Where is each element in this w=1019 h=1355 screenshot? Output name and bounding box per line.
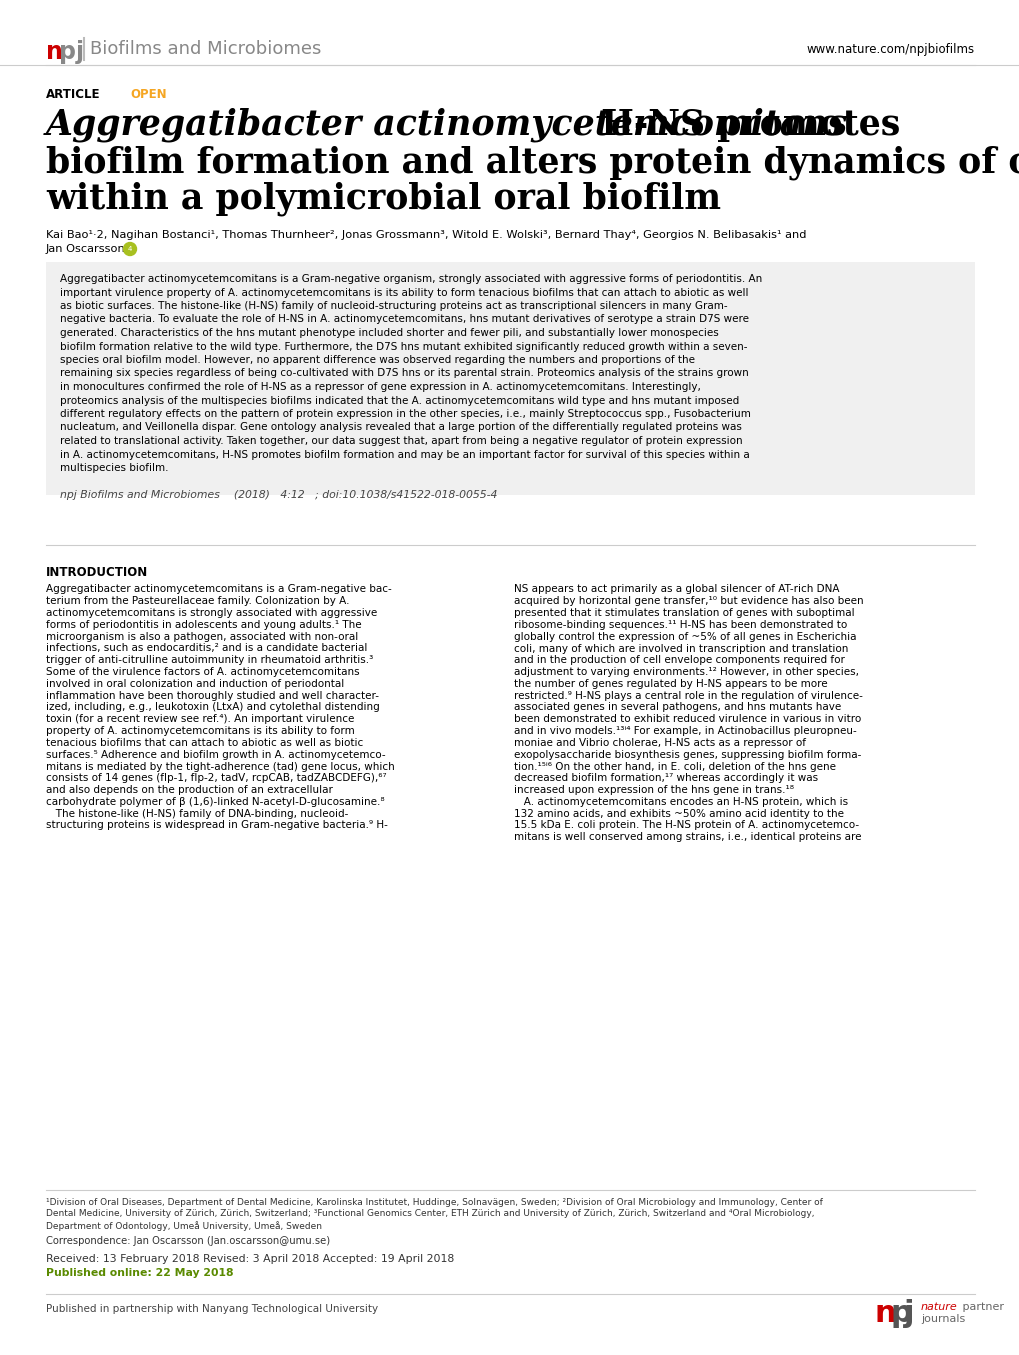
Text: negative bacteria. To evaluate the role of H-NS in A. actinomycetemcomitans, hns: negative bacteria. To evaluate the role … (60, 314, 748, 324)
Text: forms of periodontitis in adolescents and young adults.¹ The: forms of periodontitis in adolescents an… (46, 619, 362, 630)
Text: nature: nature (920, 1302, 957, 1313)
Text: pj: pj (59, 41, 84, 64)
Text: ribosome-binding sequences.¹¹ H-NS has been demonstrated to: ribosome-binding sequences.¹¹ H-NS has b… (514, 619, 847, 630)
Text: NS appears to act primarily as a global silencer of AT-rich DNA: NS appears to act primarily as a global … (514, 584, 839, 595)
Text: the number of genes regulated by H-NS appears to be more: the number of genes regulated by H-NS ap… (514, 679, 826, 688)
Text: toxin (for a recent review see ref.⁴). An important virulence: toxin (for a recent review see ref.⁴). A… (46, 714, 354, 725)
Text: www.nature.com/npjbiofilms: www.nature.com/npjbiofilms (806, 42, 974, 56)
Text: mitans is mediated by the tight-adherence (tad) gene locus, which: mitans is mediated by the tight-adherenc… (46, 762, 394, 771)
Text: generated. Characteristics of the hns mutant phenotype included shorter and fewe: generated. Characteristics of the hns mu… (60, 328, 718, 337)
Text: Correspondence: Jan Oscarsson (Jan.oscarsson@umu.se): Correspondence: Jan Oscarsson (Jan.oscar… (46, 1236, 330, 1245)
Text: Dental Medicine, University of Zürich, Zürich, Switzerland; ³Functional Genomics: Dental Medicine, University of Zürich, Z… (46, 1210, 814, 1218)
Circle shape (123, 243, 137, 256)
Text: in A. actinomycetemcomitans, H-NS promotes biofilm formation and may be an impor: in A. actinomycetemcomitans, H-NS promot… (60, 450, 749, 459)
Text: restricted.⁹ H-NS plays a central role in the regulation of virulence-: restricted.⁹ H-NS plays a central role i… (514, 691, 862, 701)
Text: n: n (874, 1298, 896, 1328)
Text: j: j (903, 1298, 914, 1328)
Text: decreased biofilm formation,¹⁷ whereas accordingly it was: decreased biofilm formation,¹⁷ whereas a… (514, 774, 817, 783)
Text: adjustment to varying environments.¹² However, in other species,: adjustment to varying environments.¹² Ho… (514, 667, 858, 678)
Text: acquired by horizontal gene transfer,¹⁰ but evidence has also been: acquired by horizontal gene transfer,¹⁰ … (514, 596, 863, 606)
Text: coli, many of which are involved in transcription and translation: coli, many of which are involved in tran… (514, 644, 848, 653)
Text: exopolysaccharide biosynthesis genes, suppressing biofilm forma-: exopolysaccharide biosynthesis genes, su… (514, 749, 860, 760)
Text: carbohydrate polymer of β (1,6)-linked N-acetyl-D-glucosamine.⁸: carbohydrate polymer of β (1,6)-linked N… (46, 797, 384, 806)
Text: related to translational activity. Taken together, our data suggest that, apart : related to translational activity. Taken… (60, 436, 742, 446)
Text: p: p (891, 1298, 912, 1328)
Text: been demonstrated to exhibit reduced virulence in various in vitro: been demonstrated to exhibit reduced vir… (514, 714, 860, 725)
Text: Some of the virulence factors of A. actinomycetemcomitans: Some of the virulence factors of A. acti… (46, 667, 360, 678)
Text: different regulatory effects on the pattern of protein expression in the other s: different regulatory effects on the patt… (60, 409, 750, 419)
Text: 15.5 kDa E. coli protein. The H-NS protein of A. actinomycetemco-: 15.5 kDa E. coli protein. The H-NS prote… (514, 821, 858, 831)
Text: biofilm formation relative to the wild type. Furthermore, the D7S hns mutant exh: biofilm formation relative to the wild t… (60, 341, 747, 351)
Text: actinomycetemcomitans is strongly associated with aggressive: actinomycetemcomitans is strongly associ… (46, 608, 377, 618)
Text: property of A. actinomycetemcomitans is its ability to form: property of A. actinomycetemcomitans is … (46, 726, 355, 736)
Text: journals: journals (920, 1313, 964, 1324)
Text: species oral biofilm model. However, no apparent difference was observed regardi: species oral biofilm model. However, no … (60, 355, 694, 364)
Text: Received: 13 February 2018 Revised: 3 April 2018 Accepted: 19 April 2018: Received: 13 February 2018 Revised: 3 Ap… (46, 1253, 453, 1263)
Text: associated genes in several pathogens, and hns mutants have: associated genes in several pathogens, a… (514, 702, 841, 713)
Text: mitans is well conserved among strains, i.e., identical proteins are: mitans is well conserved among strains, … (514, 832, 861, 843)
Text: structuring proteins is widespread in Gram-negative bacteria.⁹ H-: structuring proteins is widespread in Gr… (46, 821, 387, 831)
Text: tenacious biofilms that can attach to abiotic as well as biotic: tenacious biofilms that can attach to ab… (46, 738, 363, 748)
Text: 132 amino acids, and exhibits ~50% amino acid identity to the: 132 amino acids, and exhibits ~50% amino… (514, 809, 843, 818)
Text: Aggregatibacter actinomycetemcomitans is a Gram-negative organism, strongly asso: Aggregatibacter actinomycetemcomitans is… (60, 274, 761, 285)
Text: Aggregatibacter actinomycetemcomitans is a Gram-negative bac-: Aggregatibacter actinomycetemcomitans is… (46, 584, 391, 595)
Text: ¹Division of Oral Diseases, Department of Dental Medicine, Karolinska Institutet: ¹Division of Oral Diseases, Department o… (46, 1198, 822, 1207)
Text: H-NS promotes: H-NS promotes (588, 108, 900, 142)
Text: tion.¹⁵ⁱ⁶ On the other hand, in E. coli, deletion of the hns gene: tion.¹⁵ⁱ⁶ On the other hand, in E. coli,… (514, 762, 836, 771)
Text: The histone-like (H-NS) family of DNA-binding, nucleoid-: The histone-like (H-NS) family of DNA-bi… (46, 809, 348, 818)
Text: OPEN: OPEN (129, 88, 166, 102)
Text: Aggregatibacter actinomycetemcomitans: Aggregatibacter actinomycetemcomitans (46, 108, 848, 142)
Text: involved in oral colonization and induction of periodontal: involved in oral colonization and induct… (46, 679, 344, 688)
Text: trigger of anti-citrulline autoimmunity in rheumatoid arthritis.³: trigger of anti-citrulline autoimmunity … (46, 656, 373, 665)
Text: A. actinomycetemcomitans encodes an H-NS protein, which is: A. actinomycetemcomitans encodes an H-NS… (514, 797, 847, 806)
Text: Published in partnership with Nanyang Technological University: Published in partnership with Nanyang Te… (46, 1304, 378, 1313)
Text: 4: 4 (127, 247, 132, 252)
Text: Department of Odontology, Umeå University, Umeå, Sweden: Department of Odontology, Umeå Universit… (46, 1221, 322, 1230)
Text: n: n (46, 41, 63, 64)
Text: as biotic surfaces. The histone-like (H-NS) family of nucleoid-structuring prote: as biotic surfaces. The histone-like (H-… (60, 301, 727, 312)
Text: important virulence property of A. actinomycetemcomitans is its ability to form : important virulence property of A. actin… (60, 287, 748, 298)
Text: and in the production of cell envelope components required for: and in the production of cell envelope c… (514, 656, 844, 665)
Text: ARTICLE: ARTICLE (46, 88, 101, 102)
Text: remaining six species regardless of being co-cultivated with D7S hns or its pare: remaining six species regardless of bein… (60, 369, 748, 378)
Text: Published online: 22 May 2018: Published online: 22 May 2018 (46, 1267, 233, 1278)
Text: Biofilms and Microbiomes: Biofilms and Microbiomes (90, 41, 321, 58)
Text: microorganism is also a pathogen, associated with non-oral: microorganism is also a pathogen, associ… (46, 631, 358, 642)
Text: terium from the Pasteurellaceae family. Colonization by A.: terium from the Pasteurellaceae family. … (46, 596, 350, 606)
Text: within a polymicrobial oral biofilm: within a polymicrobial oral biofilm (46, 182, 720, 217)
Text: infections, such as endocarditis,² and is a candidate bacterial: infections, such as endocarditis,² and i… (46, 644, 367, 653)
Text: inflammation have been thoroughly studied and well character-: inflammation have been thoroughly studie… (46, 691, 379, 701)
Text: nucleatum, and Veillonella dispar. Gene ontology analysis revealed that a large : nucleatum, and Veillonella dispar. Gene … (60, 423, 741, 432)
Text: globally control the expression of ~5% of all genes in Escherichia: globally control the expression of ~5% o… (514, 631, 856, 642)
Text: and also depends on the production of an extracellular: and also depends on the production of an… (46, 785, 332, 795)
Bar (46, 262, 974, 495)
Text: Kai Bao¹·2, Nagihan Bostanci¹, Thomas Thurnheer², Jonas Grossmann³, Witold E. Wo: Kai Bao¹·2, Nagihan Bostanci¹, Thomas Th… (46, 230, 806, 240)
Text: increased upon expression of the hns gene in trans.¹⁸: increased upon expression of the hns gen… (514, 785, 793, 795)
Text: moniae and Vibrio cholerae, H-NS acts as a repressor of: moniae and Vibrio cholerae, H-NS acts as… (514, 738, 805, 748)
Text: presented that it stimulates translation of genes with suboptimal: presented that it stimulates translation… (514, 608, 854, 618)
Text: and in vivo models.¹³ⁱ⁴ For example, in Actinobacillus pleuropneu-: and in vivo models.¹³ⁱ⁴ For example, in … (514, 726, 856, 736)
Text: proteomics analysis of the multispecies biofilms indicated that the A. actinomyc: proteomics analysis of the multispecies … (60, 396, 739, 405)
Text: in monocultures confirmed the role of H-NS as a repressor of gene expression in : in monocultures confirmed the role of H-… (60, 382, 700, 392)
Text: ized, including, e.g., leukotoxin (LtxA) and cytolethal distending: ized, including, e.g., leukotoxin (LtxA)… (46, 702, 379, 713)
Text: multispecies biofilm.: multispecies biofilm. (60, 463, 168, 473)
Text: surfaces.⁵ Adherence and biofilm growth in A. actinomycetemco-: surfaces.⁵ Adherence and biofilm growth … (46, 749, 385, 760)
Text: INTRODUCTION: INTRODUCTION (46, 566, 148, 580)
Text: consists of 14 genes (flp-1, flp-2, tadV, rcpCAB, tadZABCDEFG),⁶⁷: consists of 14 genes (flp-1, flp-2, tadV… (46, 774, 386, 783)
Text: biofilm formation and alters protein dynamics of other species: biofilm formation and alters protein dyn… (46, 145, 1019, 179)
Text: Jan Oscarsson: Jan Oscarsson (46, 244, 125, 253)
Text: partner: partner (958, 1302, 1003, 1313)
Text: npj Biofilms and Microbiomes    (2018)   4:12   ; doi:10.1038/s41522-018-0055-4: npj Biofilms and Microbiomes (2018) 4:12… (60, 491, 497, 500)
